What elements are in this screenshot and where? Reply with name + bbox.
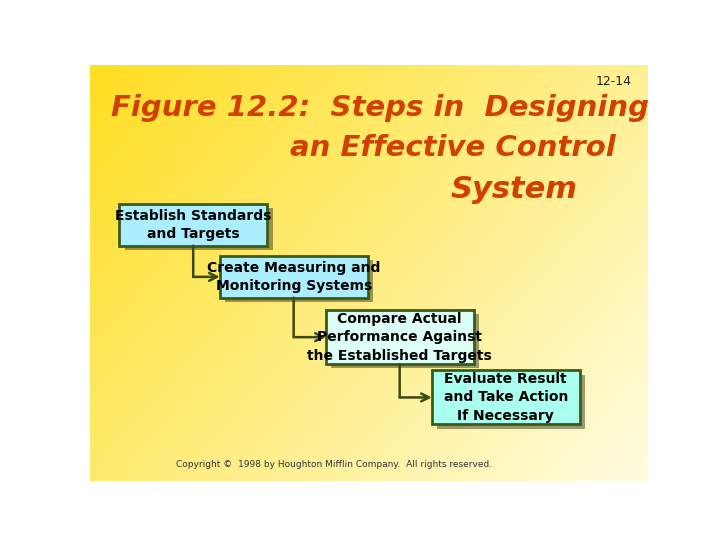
Text: Copyright ©  1998 by Houghton Mifflin Company.  All rights reserved.: Copyright © 1998 by Houghton Mifflin Com… <box>176 460 492 469</box>
FancyBboxPatch shape <box>120 204 267 246</box>
FancyBboxPatch shape <box>125 208 273 250</box>
FancyBboxPatch shape <box>225 260 373 302</box>
FancyBboxPatch shape <box>220 256 368 298</box>
FancyBboxPatch shape <box>437 375 585 429</box>
Text: Evaluate Result
and Take Action
If Necessary: Evaluate Result and Take Action If Neces… <box>444 372 568 423</box>
Text: Figure 12.2:  Steps in  Designing: Figure 12.2: Steps in Designing <box>111 94 649 123</box>
Text: Establish Standards
and Targets: Establish Standards and Targets <box>115 208 271 241</box>
FancyBboxPatch shape <box>325 310 474 364</box>
Text: System: System <box>451 175 577 204</box>
Text: 12-14: 12-14 <box>595 75 631 88</box>
Text: Compare Actual
Performance Against
the Established Targets: Compare Actual Performance Against the E… <box>307 312 492 362</box>
Text: an Effective Control: an Effective Control <box>290 134 616 162</box>
Text: Create Measuring and
Monitoring Systems: Create Measuring and Monitoring Systems <box>207 261 380 293</box>
FancyBboxPatch shape <box>432 370 580 424</box>
FancyBboxPatch shape <box>331 314 480 368</box>
